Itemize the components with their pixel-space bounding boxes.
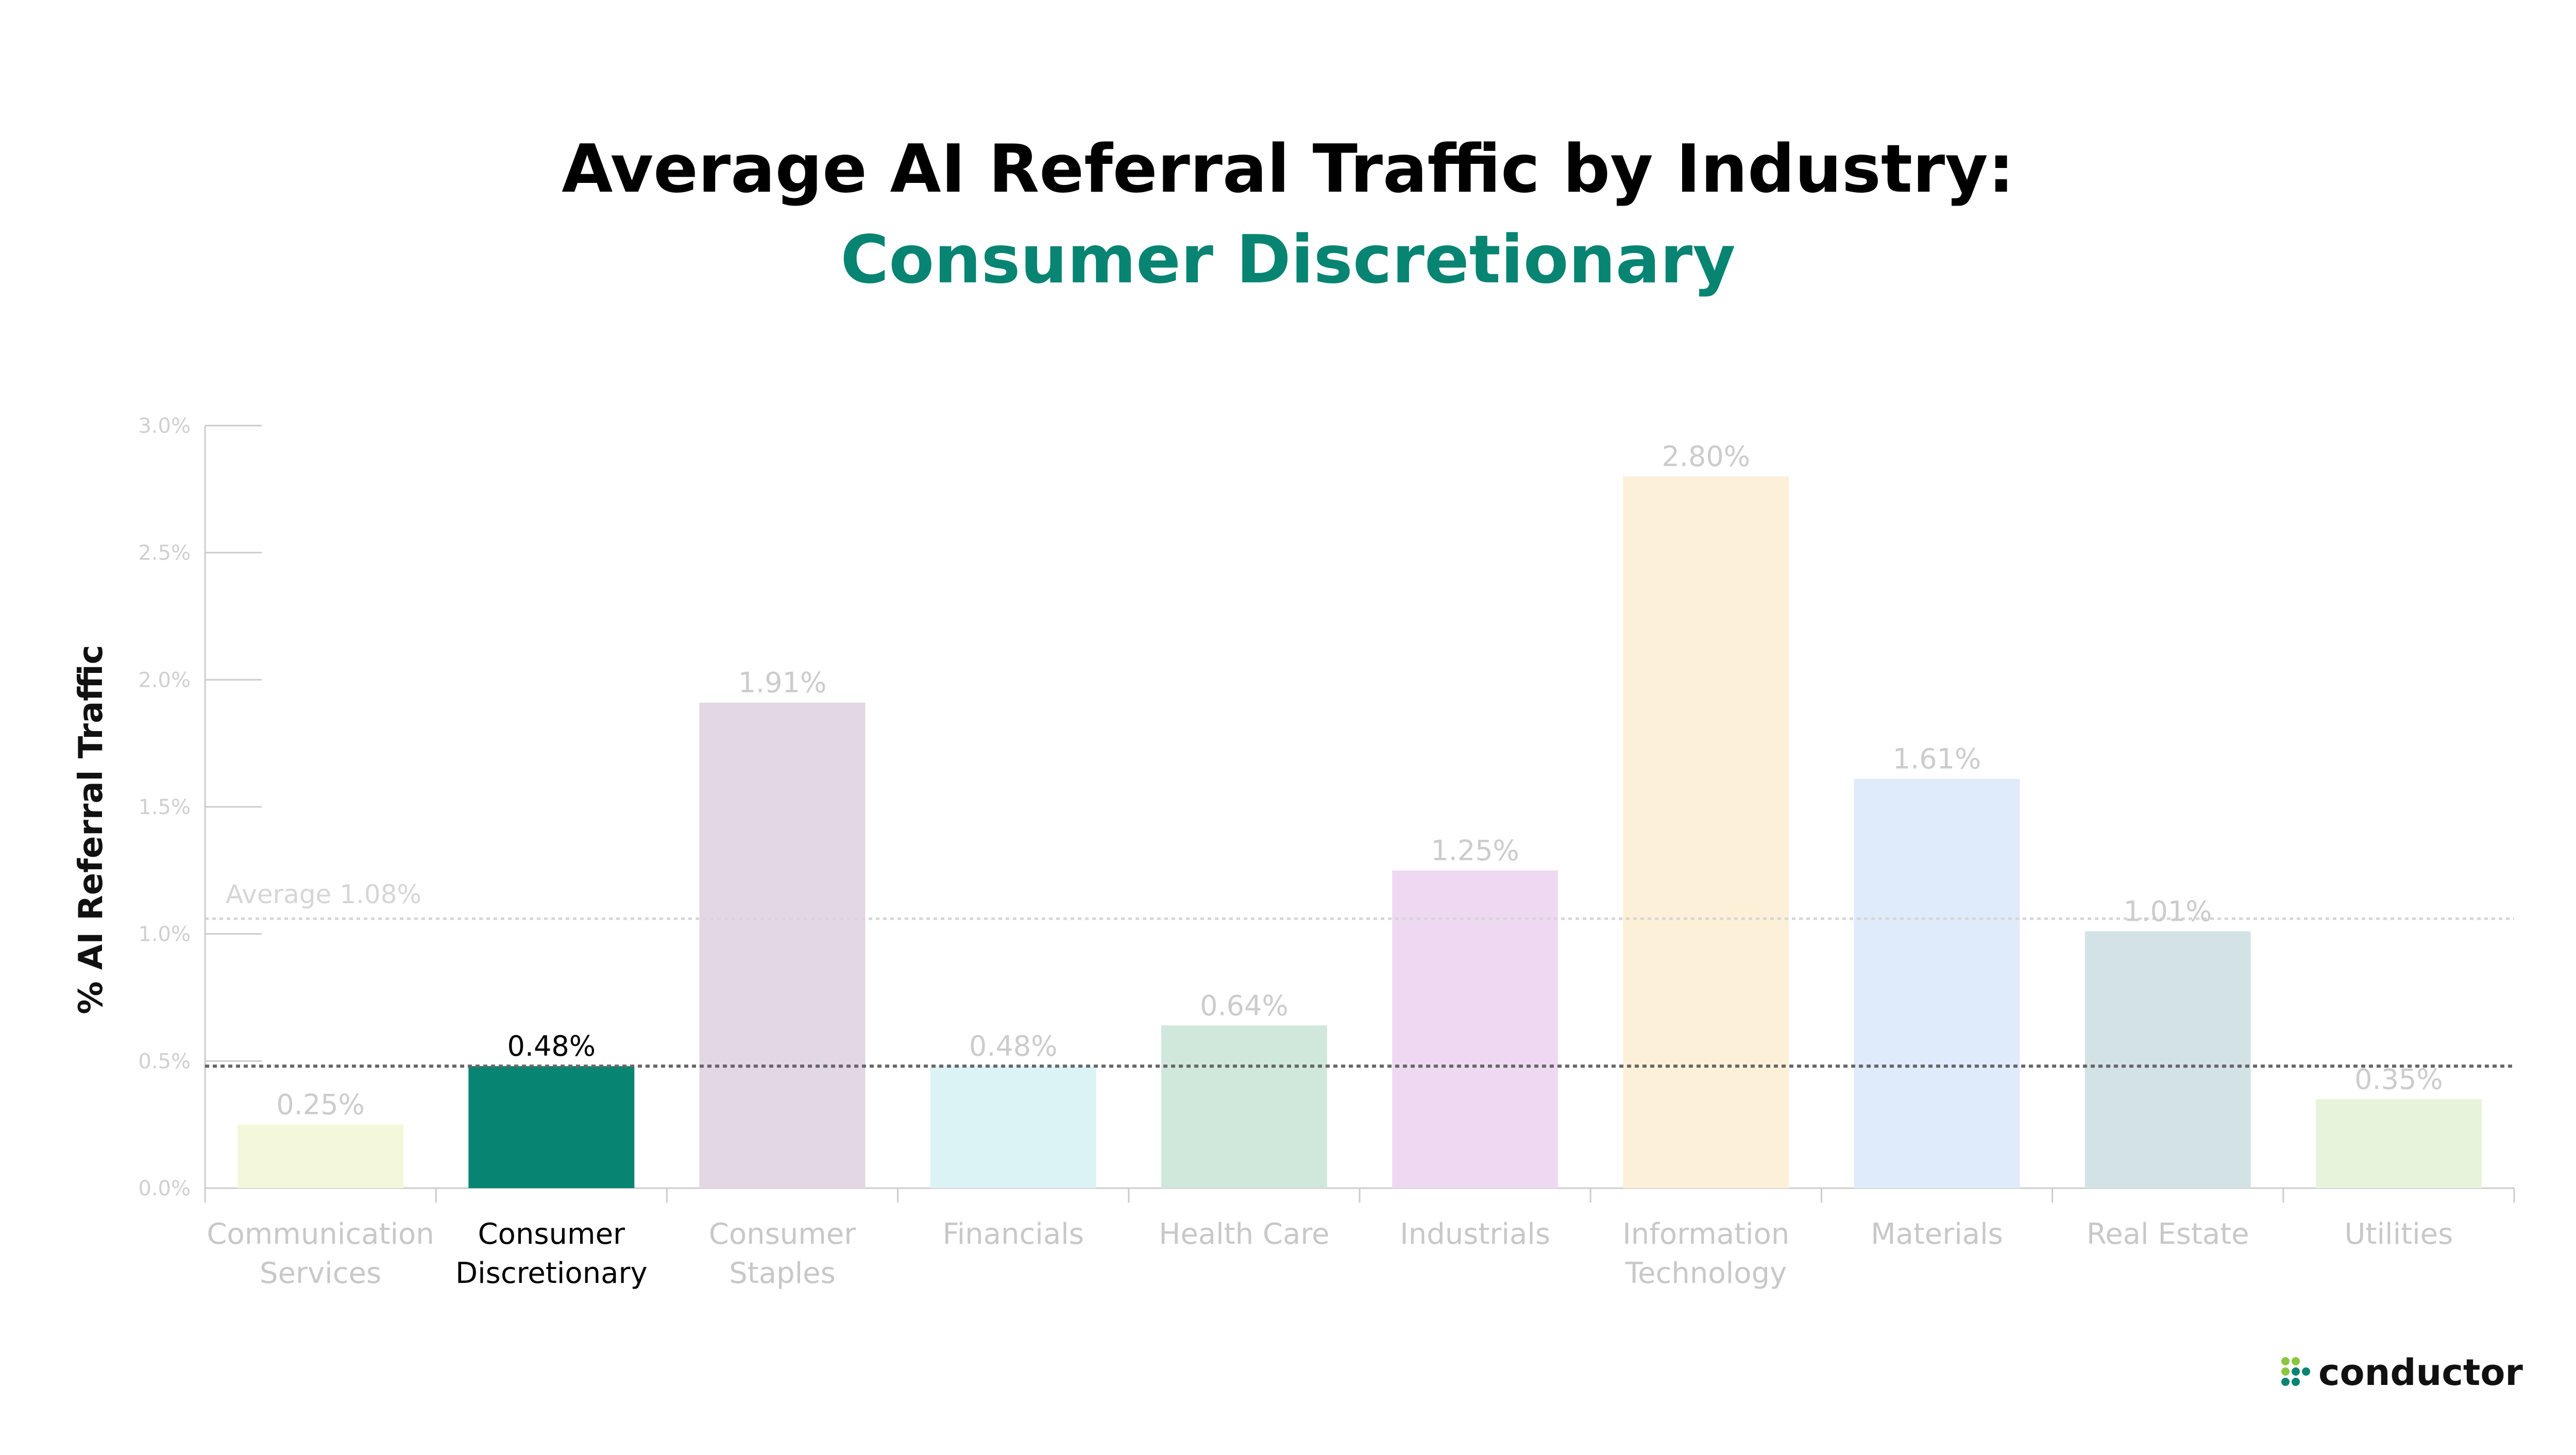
bars xyxy=(238,476,2482,1188)
logo-dot xyxy=(2292,1357,2300,1365)
bar-value-label: 0.35% xyxy=(2354,1063,2443,1095)
bar-value-label: 0.48% xyxy=(507,1030,596,1062)
chart-subtitle: Consumer Discretionary xyxy=(840,222,1735,298)
bar xyxy=(699,702,866,1188)
y-tick-label: 0.5% xyxy=(138,1050,191,1073)
bar xyxy=(2084,931,2251,1188)
bar xyxy=(238,1124,404,1188)
x-tick-label: Utilities xyxy=(2345,1217,2453,1251)
bar xyxy=(2315,1099,2482,1188)
y-tick-label: 3.0% xyxy=(138,414,191,438)
x-tick-label: Health Care xyxy=(1159,1217,1329,1251)
logo-dot xyxy=(2292,1367,2300,1376)
bar xyxy=(1392,870,1558,1188)
y-axis: 0.0% 0.5% 1.0% 1.5% 2.0% 2.5% 3.0% xyxy=(138,414,262,1200)
y-tick-label: 1.0% xyxy=(138,923,191,946)
logo-dot xyxy=(2281,1367,2290,1376)
dots-grid-icon xyxy=(2281,1357,2310,1386)
bar-value-label: 1.91% xyxy=(738,667,827,699)
x-tick-label: Financials xyxy=(942,1217,1083,1251)
y-axis-title: % AI Referral Traffic xyxy=(72,645,110,1014)
bar-value-label: 0.25% xyxy=(276,1089,365,1121)
x-tick-label: Information Technology xyxy=(1622,1217,1789,1290)
x-tick-label: Consumer Staples xyxy=(709,1217,857,1290)
bar-value-label: 2.80% xyxy=(1662,441,1751,473)
category-labels: Communication Services Consumer Discretiona… xyxy=(207,1217,2453,1290)
bar xyxy=(930,1066,1096,1188)
y-tick-label: 0.0% xyxy=(138,1177,191,1200)
reference-lines: Average 1.08% xyxy=(205,879,2514,1068)
x-tick-label: Real Estate xyxy=(2087,1217,2249,1251)
bar-value-label: 1.61% xyxy=(1893,743,1981,775)
logo-dot xyxy=(2292,1378,2300,1386)
chart-title: Average AI Referral Traffic by Industry: xyxy=(562,131,2014,208)
bar-value-label: 0.48% xyxy=(969,1030,1058,1062)
bar xyxy=(1161,1025,1327,1188)
bar-value-label: 0.64% xyxy=(1200,989,1289,1022)
bar xyxy=(1854,779,2020,1188)
x-tick-label: Materials xyxy=(1871,1217,2003,1251)
brand-logo: conductor xyxy=(2281,1351,2523,1394)
logo-dot xyxy=(2281,1357,2290,1365)
x-tick-label: Industrials xyxy=(1400,1217,1550,1251)
y-tick-label: 1.5% xyxy=(138,796,191,819)
value-labels: 0.25% 0.48% 1.91% 0.48% 0.64% 1.25% 2.80% 1.61%… xyxy=(276,441,2443,1121)
logo-dot xyxy=(2281,1378,2290,1386)
logo-dot xyxy=(2302,1367,2310,1376)
logo-text: conductor xyxy=(2318,1351,2523,1394)
average-label: Average 1.08% xyxy=(226,879,421,909)
x-tick-label: Communication Services xyxy=(207,1217,434,1290)
bar-value-label: 1.25% xyxy=(1431,834,1519,867)
x-tick-label: Consumer Discretionary xyxy=(455,1217,648,1290)
bar xyxy=(1623,476,1789,1188)
bar xyxy=(468,1066,635,1188)
y-tick-label: 2.0% xyxy=(138,668,191,692)
y-tick-label: 2.5% xyxy=(138,542,191,565)
bar-value-label: 1.01% xyxy=(2124,895,2212,928)
x-axis xyxy=(204,1187,2515,1203)
